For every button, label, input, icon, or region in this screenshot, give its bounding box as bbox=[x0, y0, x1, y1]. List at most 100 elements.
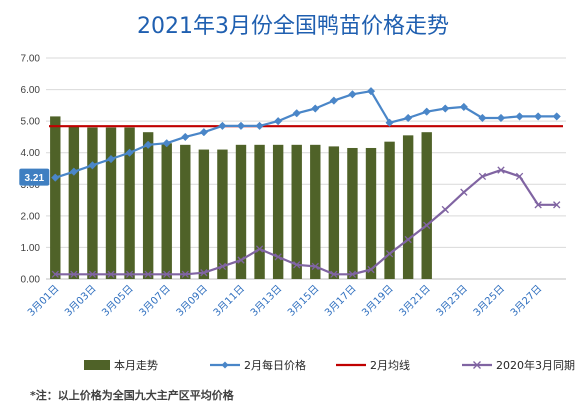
x-marker bbox=[348, 270, 357, 278]
bar bbox=[68, 125, 80, 279]
y-tick-label: 5.00 bbox=[21, 117, 41, 128]
diamond-marker bbox=[515, 112, 524, 121]
y-tick-label: 6.00 bbox=[21, 85, 41, 96]
bar-series bbox=[50, 116, 432, 280]
line-series-feb bbox=[51, 86, 561, 182]
diamond-marker bbox=[459, 102, 469, 112]
bar bbox=[421, 132, 432, 279]
diamond-marker bbox=[273, 116, 283, 126]
legend-item: 2020年3月同期 bbox=[462, 358, 575, 372]
diamond-marker bbox=[422, 107, 431, 116]
bar bbox=[180, 144, 191, 279]
diamond-marker bbox=[552, 112, 561, 121]
x-marker bbox=[311, 262, 319, 271]
x-marker bbox=[367, 265, 375, 274]
diamond-marker bbox=[199, 128, 209, 137]
bar bbox=[105, 127, 117, 279]
legend-marker bbox=[221, 361, 229, 369]
diamond-marker bbox=[292, 109, 301, 118]
line-series-2020 bbox=[51, 166, 561, 278]
x-marker bbox=[330, 270, 338, 278]
x-marker bbox=[163, 270, 171, 278]
chart-title: 2021年3月份全国鸭苗价格走势 bbox=[137, 14, 449, 39]
y-tick-label: 7.00 bbox=[21, 54, 41, 65]
bar bbox=[365, 147, 377, 279]
x-marker bbox=[107, 270, 115, 278]
x-marker bbox=[255, 245, 264, 253]
x-marker bbox=[385, 250, 394, 258]
diamond-marker bbox=[88, 161, 97, 170]
diamond-marker bbox=[366, 86, 376, 96]
x-marker bbox=[478, 172, 487, 181]
diamond-marker bbox=[106, 154, 116, 164]
diamond-marker bbox=[143, 140, 153, 149]
x-marker bbox=[125, 270, 134, 278]
legend-label: 本月走势 bbox=[114, 358, 158, 372]
bar bbox=[291, 144, 302, 279]
callout-label: 3.21 bbox=[25, 173, 45, 184]
bar bbox=[50, 116, 61, 280]
x-marker bbox=[88, 270, 97, 278]
bar bbox=[87, 127, 98, 279]
bar bbox=[384, 141, 395, 279]
diamond-marker bbox=[236, 121, 246, 131]
diamond-marker bbox=[162, 139, 171, 148]
x-marker bbox=[441, 205, 449, 214]
legend-item: 2月每日价格 bbox=[210, 358, 306, 372]
x-marker bbox=[497, 166, 505, 174]
bar bbox=[198, 149, 210, 279]
legend-item: 本月走势 bbox=[84, 358, 158, 372]
x-marker bbox=[460, 188, 468, 196]
diamond-marker bbox=[496, 113, 506, 123]
diamond-marker bbox=[181, 132, 190, 142]
x-marker bbox=[70, 270, 78, 278]
x-marker bbox=[181, 270, 189, 278]
legend-label: 2月每日价格 bbox=[244, 358, 306, 372]
bar bbox=[347, 147, 358, 279]
x-marker bbox=[51, 270, 59, 278]
legend-label: 2020年3月同期 bbox=[496, 358, 575, 372]
bar bbox=[161, 143, 172, 279]
x-marker bbox=[515, 172, 524, 181]
diamond-marker bbox=[255, 121, 264, 131]
diamond-marker bbox=[51, 173, 60, 182]
diamond-marker bbox=[125, 148, 134, 157]
bar bbox=[124, 127, 135, 279]
legend-label: 2月均线 bbox=[370, 358, 410, 372]
callout-box bbox=[19, 168, 50, 186]
diamond-marker bbox=[329, 96, 339, 105]
bar bbox=[254, 144, 265, 279]
x-marker bbox=[200, 269, 208, 277]
y-tick-label: 2.00 bbox=[21, 211, 41, 222]
x-marker bbox=[534, 201, 542, 209]
y-tick-label: 4.00 bbox=[21, 148, 41, 159]
x-marker bbox=[423, 221, 431, 229]
y-tick-label: 0.00 bbox=[21, 275, 41, 286]
series-line bbox=[54, 90, 557, 179]
bar bbox=[402, 135, 414, 279]
x-marker bbox=[553, 201, 561, 209]
legend-item: 2月均线 bbox=[336, 358, 410, 372]
x-marker bbox=[218, 262, 227, 271]
bar bbox=[328, 146, 340, 279]
diamond-marker bbox=[403, 113, 413, 123]
diamond-marker bbox=[218, 121, 227, 131]
series-line bbox=[55, 169, 557, 276]
footnote: *注：以上价格为全国九大主产区平均价格 bbox=[30, 388, 235, 402]
bar bbox=[142, 132, 154, 279]
bar bbox=[217, 149, 228, 279]
x-marker bbox=[293, 261, 301, 269]
diamond-marker bbox=[385, 118, 394, 127]
legend: 本月走势 2月每日价格 2月均线 2020年3月同期 bbox=[84, 358, 575, 372]
bar bbox=[310, 144, 321, 279]
x-marker bbox=[144, 270, 152, 278]
bar bbox=[272, 144, 284, 279]
x-marker bbox=[274, 253, 282, 261]
legend-marker bbox=[473, 361, 481, 369]
diamond-marker bbox=[69, 167, 79, 176]
value-callout: 3.21 bbox=[19, 168, 50, 186]
diamond-marker bbox=[441, 104, 450, 113]
bar bbox=[235, 144, 247, 279]
y-tick-label: 1.00 bbox=[21, 243, 41, 254]
